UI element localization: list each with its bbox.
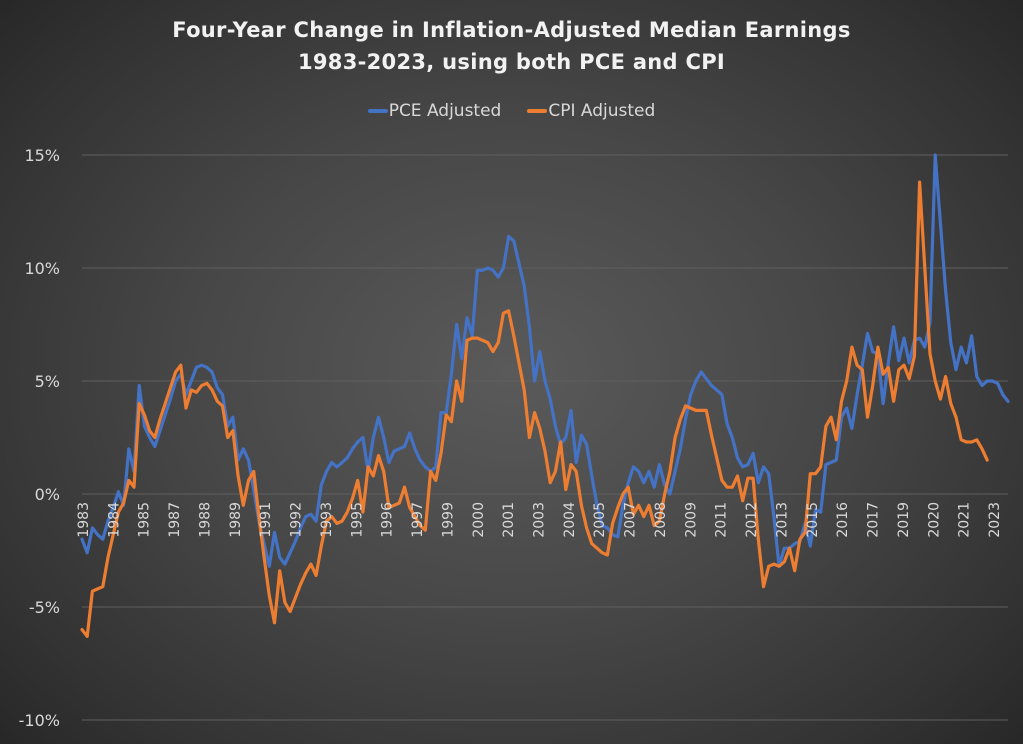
- x-tick-label: 2013: [774, 502, 790, 538]
- x-tick-label: 2023: [987, 502, 1003, 538]
- series-line-pce: [80, 153, 1010, 568]
- x-tick-label: 2016: [835, 502, 851, 538]
- chart-legend: PCE Adjusted CPI Adjusted: [0, 101, 1023, 121]
- y-tick-label: 5%: [35, 372, 60, 391]
- y-tick-label: -10%: [19, 711, 60, 730]
- legend-label-cpi: CPI Adjusted: [548, 101, 656, 121]
- legend-label-pce: PCE Adjusted: [388, 101, 502, 121]
- x-tick-label: 1991: [258, 502, 274, 538]
- x-tick-label: 1987: [167, 502, 183, 538]
- x-tick-label: 2009: [683, 502, 699, 538]
- x-tick-label: 1997: [410, 502, 426, 538]
- x-tick-label: 1985: [137, 502, 153, 538]
- x-tick-label: 2017: [866, 502, 882, 538]
- x-tick-label: 2001: [501, 502, 517, 538]
- x-tick-label: 2008: [653, 502, 669, 538]
- y-axis-ticks: 15% 10% 5% 0% -5% -10%: [19, 146, 60, 730]
- legend-swatch-cpi: [527, 109, 548, 113]
- x-tick-label: 1983: [76, 502, 92, 538]
- x-tick-label: 2005: [592, 502, 608, 538]
- series-line-cpi: [80, 180, 989, 639]
- x-tick-label: 2004: [562, 502, 578, 538]
- series-lines: [80, 153, 1010, 639]
- x-tick-label: 2020: [926, 502, 942, 538]
- x-tick-label: 1984: [106, 502, 122, 538]
- x-tick-label: 1988: [198, 502, 214, 538]
- y-tick-label: -5%: [29, 598, 60, 617]
- x-tick-label: 1999: [440, 502, 456, 538]
- x-tick-label: 2003: [532, 502, 548, 538]
- legend-item-cpi[interactable]: CPI Adjusted: [527, 101, 655, 121]
- chart-subtitle: 1983-2023, using both PCE and CPI: [297, 50, 726, 74]
- x-tick-label: 1993: [319, 502, 335, 538]
- gridlines: [82, 154, 1008, 721]
- legend-swatch-pce: [367, 109, 388, 113]
- x-tick-label: 1995: [349, 502, 365, 538]
- chart-title: Four-Year Change in Inflation-Adjusted M…: [172, 18, 851, 42]
- x-tick-label: 2000: [471, 502, 487, 538]
- x-tick-label: 1989: [228, 502, 244, 538]
- legend-item-pce[interactable]: PCE Adjusted: [367, 101, 502, 121]
- y-tick-label: 15%: [24, 146, 60, 165]
- x-tick-label: 2015: [805, 502, 821, 538]
- x-tick-label: 2011: [714, 502, 730, 538]
- x-tick-label: 1996: [380, 502, 396, 538]
- x-tick-label: 2012: [744, 502, 760, 538]
- y-tick-label: 0%: [35, 485, 60, 504]
- x-tick-label: 2019: [896, 502, 912, 538]
- x-axis-ticks: 1983 1984 1985 1987 1988 1989 1991 1992 1993 1995…: [76, 502, 1003, 538]
- x-tick-label: 2021: [957, 502, 973, 538]
- y-tick-label: 10%: [24, 259, 60, 278]
- x-tick-label: 2007: [623, 502, 639, 538]
- x-tick-label: 1992: [289, 502, 305, 538]
